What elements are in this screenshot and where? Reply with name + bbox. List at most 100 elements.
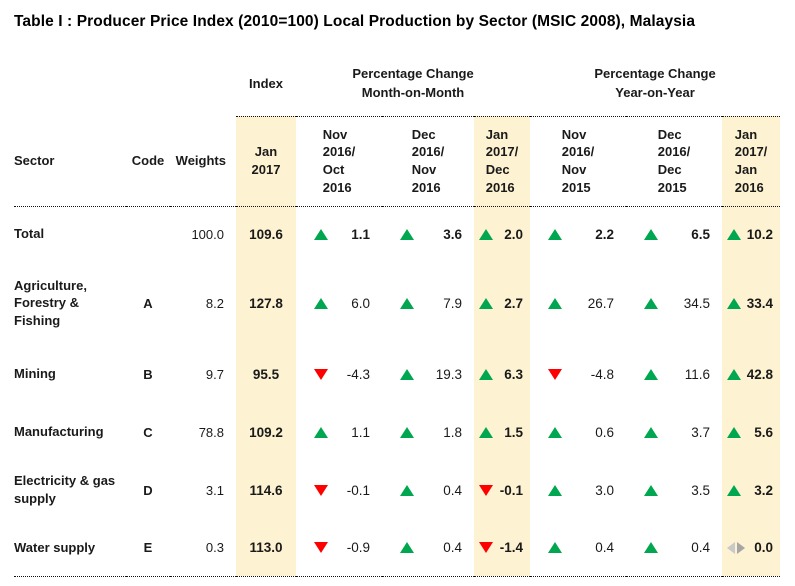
up-triangle-icon: [727, 228, 742, 240]
change-indicator: 2.0: [474, 227, 530, 242]
change-cell: -0.9: [296, 520, 382, 577]
change-value: 34.5: [683, 295, 711, 311]
change-value: 6.0: [351, 295, 370, 311]
change-cell: 42.8: [722, 344, 781, 404]
down-triangle-icon: [479, 484, 493, 496]
change-value: 42.8: [746, 366, 774, 382]
change-indicator: 6.5: [626, 227, 722, 242]
weights-cell: 8.2: [205, 295, 224, 311]
change-value: 3.6: [443, 226, 462, 242]
change-cell: -0.1: [296, 460, 382, 520]
yoy-period-header-3-label: Jan 2017/ Jan 2016: [734, 126, 768, 195]
sector-cell: Total: [14, 226, 45, 242]
change-cell: 1.1: [296, 404, 382, 460]
weights-cell: 3.1: [205, 482, 224, 498]
up-triangle-icon: [727, 368, 742, 380]
change-cell: 2.2: [530, 206, 626, 262]
up-triangle-icon: [479, 297, 493, 309]
change-indicator: -0.9: [296, 540, 382, 555]
group-header-row: Index Percentage Change Month-on-Month P…: [14, 52, 781, 117]
index-cell: 114.6: [236, 460, 296, 520]
change-indicator: 10.2: [722, 227, 780, 242]
mom-period-header-1: Nov 2016/ Oct 2016: [296, 116, 382, 207]
index-cell: 109.6: [236, 206, 296, 262]
down-triangle-icon: [548, 368, 563, 380]
mom-period-header-2-label: Dec 2016/ Nov 2016: [411, 126, 445, 195]
sector-cell: Manufacturing: [14, 424, 104, 440]
change-cell: 0.4: [626, 520, 723, 577]
change-indicator: 3.2: [722, 483, 780, 498]
change-cell: 0.0: [722, 520, 781, 577]
change-cell: 19.3: [382, 344, 474, 404]
ppi-table: Index Percentage Change Month-on-Month P…: [14, 52, 781, 577]
up-triangle-icon: [400, 426, 414, 438]
change-cell: 7.9: [382, 262, 474, 344]
change-cell: 1.1: [296, 206, 382, 262]
table-row: Water supply E 0.3 113.0 -0.9 0.4 -1.4 0.4 0.4 0.…: [14, 520, 781, 577]
yoy-period-header-2-label: Dec 2016/ Dec 2015: [657, 126, 691, 195]
table-row: Total 100.0 109.6 1.1 3.6 2.0 2.2 6.5 10.2: [14, 206, 781, 262]
change-indicator: 6.0: [296, 296, 382, 311]
change-cell: -4.3: [296, 344, 382, 404]
change-value: 6.5: [691, 226, 711, 242]
weights-cell: 78.8: [198, 424, 224, 440]
table-row: Electricity & gas supply D 3.1 114.6 -0.1 0.4…: [14, 460, 781, 520]
change-indicator: 0.0: [722, 540, 780, 555]
up-triangle-icon: [548, 228, 563, 240]
index-period-header-label: Jan 2017: [251, 144, 281, 177]
change-cell: 5.6: [722, 404, 781, 460]
change-cell: 1.8: [382, 404, 474, 460]
change-value: 1.5: [504, 424, 524, 440]
change-indicator: 0.4: [382, 483, 474, 498]
change-value: -0.9: [346, 540, 370, 556]
change-cell: 3.2: [722, 460, 781, 520]
change-cell: 6.5: [626, 206, 722, 262]
change-value: 6.3: [504, 366, 524, 382]
index-cell: 109.2: [236, 404, 296, 460]
up-triangle-icon: [314, 297, 328, 309]
up-triangle-icon: [644, 297, 659, 309]
change-cell: 6.0: [296, 262, 382, 344]
change-indicator: 2.2: [530, 227, 626, 242]
change-value: 0.6: [595, 424, 615, 440]
up-triangle-icon: [548, 426, 563, 438]
page-title: Table I : Producer Price Index (2010=100…: [14, 13, 696, 30]
up-triangle-icon: [548, 542, 563, 554]
change-cell: 3.6: [382, 206, 474, 262]
code-cell: E: [126, 520, 170, 577]
down-triangle-icon: [314, 368, 328, 380]
weights-cell: 9.7: [205, 366, 224, 382]
up-triangle-icon: [479, 368, 493, 380]
change-value: 2.7: [504, 295, 524, 311]
change-value: 33.4: [746, 295, 774, 311]
up-triangle-icon: [727, 297, 742, 309]
sector-cell: Water supply: [14, 520, 126, 577]
change-indicator: 1.1: [296, 425, 382, 440]
change-value: 1.1: [351, 226, 370, 242]
change-indicator: -0.1: [474, 483, 530, 498]
no-change-icon: [727, 541, 746, 554]
change-indicator: 42.8: [722, 367, 780, 382]
up-triangle-icon: [644, 426, 659, 438]
change-indicator: 1.8: [382, 425, 474, 440]
weights-cell: 0.3: [170, 520, 236, 577]
change-cell: 2.7: [474, 262, 531, 344]
change-indicator: 3.5: [626, 483, 722, 498]
mom-period-header-3: Jan 2017/ Dec 2016: [474, 116, 531, 207]
mom-period-header-1-label: Nov 2016/ Oct 2016: [322, 126, 356, 195]
up-triangle-icon: [314, 228, 328, 240]
down-triangle-icon: [314, 484, 328, 496]
change-value: 19.3: [435, 366, 462, 382]
change-indicator: 19.3: [382, 367, 474, 382]
index-period-header: Jan 2017: [236, 116, 296, 207]
change-cell: 3.5: [626, 460, 722, 520]
change-indicator: -1.4: [474, 540, 530, 555]
change-indicator: 5.6: [722, 425, 780, 440]
change-value: 26.7: [587, 295, 615, 311]
change-indicator: 26.7: [530, 296, 626, 311]
change-value: 0.4: [691, 540, 711, 556]
change-cell: 26.7: [530, 262, 626, 344]
change-indicator: 2.7: [474, 296, 530, 311]
change-cell: 0.6: [530, 404, 626, 460]
